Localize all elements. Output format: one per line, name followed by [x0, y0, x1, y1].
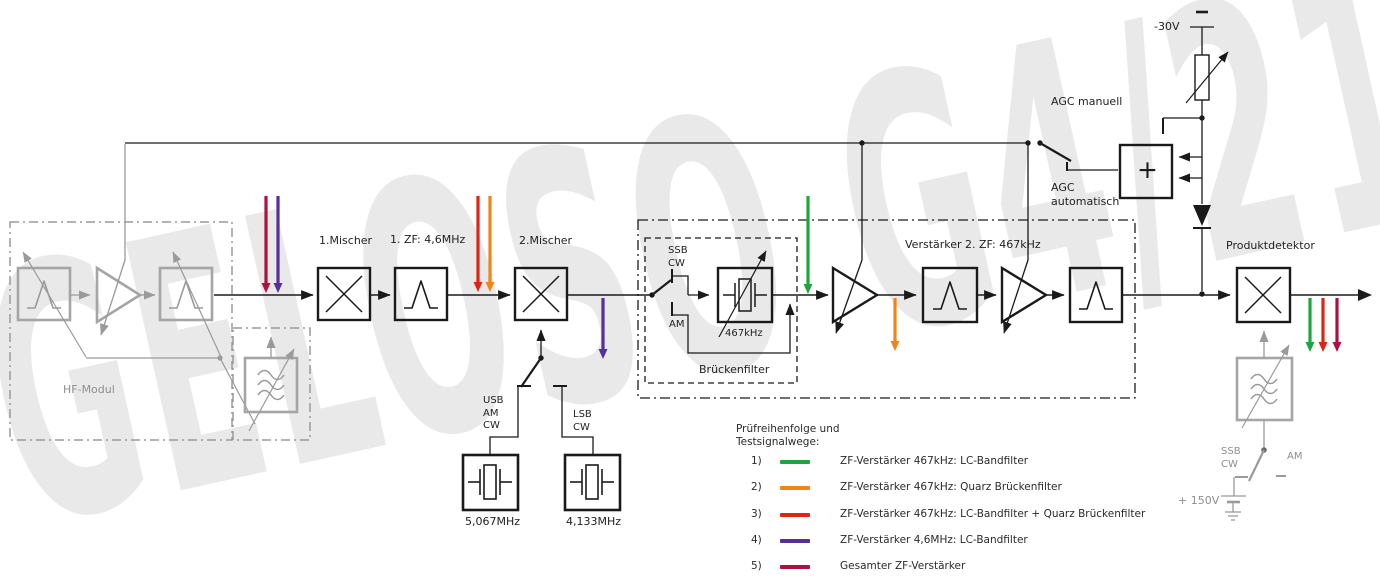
legend-swatch-purple [780, 539, 810, 543]
agc-auto-label: AGC automatisch [1051, 181, 1120, 208]
bridge-tuning-arrow [718, 250, 767, 338]
legend-swatch-green [780, 460, 810, 464]
xtal1-freq-label: 5,067MHz [465, 515, 521, 528]
audio-output-arrow [1358, 289, 1372, 301]
legend-num: 3) [751, 508, 762, 520]
brueckenfilter-label: Brückenfilter [699, 363, 770, 376]
xtal-osc-5067-box [461, 453, 520, 512]
agc-network [125, 10, 1229, 334]
legend-text: ZF-Verstärker 467kHz: LC-Bandfilter [840, 455, 1029, 467]
agc-manual-label: AGC manuell [1051, 95, 1123, 108]
legend-swatch-orange [780, 486, 810, 490]
neg30v-label: -30V [1154, 20, 1180, 33]
lc-bandfilter1-box [921, 266, 979, 324]
legend-title: Prüfreihenfolge und Testsignalwege: [736, 423, 840, 449]
legend-text: ZF-Verstärker 467kHz: Quarz Brückenfilte… [840, 481, 1062, 493]
hf-modul-frame [9, 221, 233, 441]
bfo-switch-blade [1248, 449, 1265, 482]
agc-diode [1193, 205, 1211, 226]
legend-text: ZF-Verstärker 467kHz: LC-Bandfilter + Qu… [840, 508, 1146, 520]
hf-preselector-filter [16, 266, 72, 322]
tuning-arrow-vfo [248, 348, 295, 432]
mixer1-label: 1.Mischer [319, 234, 373, 247]
zf-amp2 [1000, 265, 1049, 325]
legend-num: 4) [751, 534, 762, 546]
zf1-label: 1. ZF: 4,6MHz [390, 233, 466, 246]
legend-num: 1) [751, 455, 762, 467]
xtal-osc-4133-box [563, 453, 622, 512]
bridge-xtal-freq-label: 467kHz [725, 328, 763, 339]
mixer2-label: 2.Mischer [519, 234, 573, 247]
signal-chain [214, 250, 1372, 512]
legend-text: Gesamter ZF-Verstärker [840, 560, 966, 572]
tuning-arrow-filter2 [172, 251, 222, 358]
legend-text: ZF-Verstärker 4,6MHz: LC-Bandfilter [840, 534, 1028, 546]
agc-line-amp2 [1003, 143, 1029, 334]
zf1-filter-box [393, 266, 449, 322]
hf-amplifier [95, 265, 143, 325]
brueckenfilter-frame [644, 237, 798, 384]
agc-line-hf-amp [100, 144, 126, 336]
sum-plus-sign: + [1137, 155, 1158, 184]
verstaerker-section-label: Verstärker 2. ZF: 467kHz [905, 238, 1041, 251]
agc-switch-blade [1039, 142, 1072, 162]
zf-amp1 [831, 265, 880, 325]
bfo-am-label: AM [1287, 451, 1303, 462]
product-detector-label: Produktdetektor [1226, 239, 1315, 252]
bridge-am-label: AM [669, 319, 685, 330]
pos150v-label: + 150V [1178, 494, 1220, 507]
bridge-switch-blade [651, 279, 672, 296]
legend-num: 2) [751, 481, 762, 493]
osc-lsb-label: LSB CW [573, 409, 592, 433]
mixer2-box [513, 266, 569, 322]
hf-modul-group [9, 144, 311, 441]
agc-line-amp1 [835, 143, 863, 334]
osc-switch-blade [520, 357, 542, 388]
osc-usb-label: USB AM CW [483, 395, 504, 431]
hf-modul-label: HF-Modul [63, 383, 115, 396]
xtal2-freq-label: 4,133MHz [566, 515, 622, 528]
legend-swatch-red [780, 513, 810, 517]
agc-sum-box [1118, 143, 1174, 200]
lc-bandfilter2-box [1068, 266, 1124, 324]
tuning-arrow-filter1 [22, 251, 87, 358]
mixer1-box [316, 266, 372, 322]
verstaerker-467khz-frame [637, 219, 1136, 399]
test-signal-arrows [261, 196, 1342, 359]
bridge-ssb-label: SSB CW [668, 245, 688, 269]
vfo-oscillator [243, 356, 299, 414]
bfo-group [1221, 330, 1294, 521]
hf-interstage-filter [158, 266, 214, 322]
bfo-ssb-label: SSB CW [1221, 446, 1241, 470]
vfo-frame [232, 327, 311, 441]
legend-swatch-crimson [780, 565, 810, 569]
legend-num: 5) [751, 560, 762, 572]
am-bypass-line [672, 303, 795, 354]
tuning-arrow-bfo [1241, 344, 1290, 429]
